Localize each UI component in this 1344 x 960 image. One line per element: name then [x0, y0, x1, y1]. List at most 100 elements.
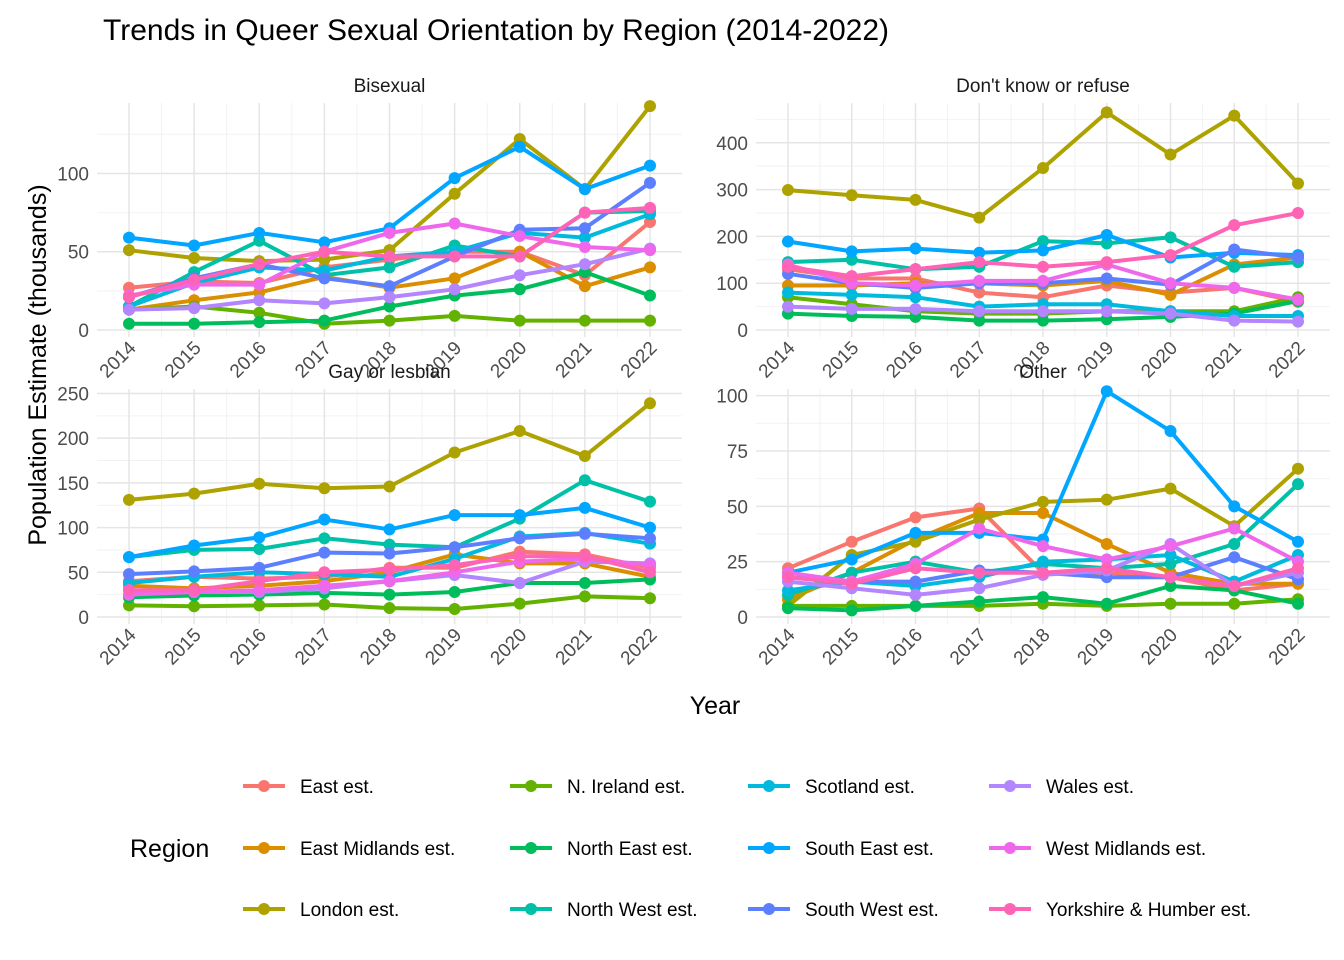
data-point — [644, 159, 656, 172]
legend-entry-east-est: East est. — [243, 777, 374, 798]
data-point — [123, 303, 135, 316]
series-south-east-est — [123, 501, 656, 564]
data-point — [782, 260, 794, 273]
data-point — [909, 291, 922, 304]
data-point — [1100, 562, 1113, 575]
series-yorkshire-humber-est — [123, 201, 656, 304]
data-point — [1100, 256, 1113, 269]
data-point — [383, 291, 396, 304]
y-tick-label: 300 — [716, 181, 748, 202]
data-point — [578, 280, 591, 293]
data-point — [513, 230, 526, 243]
data-point — [782, 184, 794, 197]
data-point — [1228, 580, 1241, 593]
data-point — [909, 526, 922, 539]
x-axis-title: Year — [690, 692, 741, 720]
data-point — [123, 493, 135, 506]
data-point — [782, 235, 794, 248]
x-tick-label: 2020 — [487, 338, 532, 383]
data-point — [578, 314, 591, 327]
data-point — [909, 575, 922, 588]
data-point — [123, 317, 135, 330]
data-point — [318, 566, 331, 579]
data-point — [1100, 228, 1113, 241]
legend-label: London est. — [300, 900, 399, 921]
data-point — [782, 602, 794, 615]
data-point — [383, 226, 396, 239]
data-point — [1292, 462, 1304, 475]
data-point — [383, 588, 396, 601]
series-london-est — [782, 106, 1304, 224]
data-point — [909, 302, 922, 315]
facet-label: Gay or lesbian — [328, 362, 451, 383]
data-point — [1164, 557, 1177, 570]
data-point — [1292, 315, 1304, 328]
data-point — [383, 547, 396, 560]
data-point — [318, 598, 331, 611]
data-point — [973, 274, 986, 287]
data-point — [1292, 478, 1304, 491]
data-point — [1037, 540, 1049, 553]
data-point — [1164, 580, 1177, 593]
y-tick-label: 0 — [78, 608, 89, 629]
legend-entry-north-west-est: North West est. — [510, 900, 698, 921]
y-axis-title: Population Estimate (thousands) — [24, 184, 52, 545]
data-point — [1292, 177, 1304, 190]
legend-label: North West est. — [567, 900, 698, 921]
data-point — [383, 300, 396, 313]
series-wales-est — [123, 242, 656, 316]
data-point — [909, 263, 922, 276]
data-point — [318, 272, 331, 285]
legend-key-point — [525, 903, 537, 915]
data-point — [578, 258, 591, 271]
data-point — [1037, 244, 1049, 257]
x-tick-label: 2014 — [96, 337, 141, 382]
y-tick-label: 150 — [57, 474, 89, 495]
data-point — [1100, 385, 1113, 398]
data-point — [188, 565, 201, 578]
data-point — [578, 206, 591, 219]
data-point — [123, 244, 135, 257]
legend-entry-london-est: London est. — [243, 900, 399, 921]
data-point — [1037, 506, 1049, 519]
data-point — [448, 509, 461, 522]
data-point — [123, 291, 135, 304]
y-tick-label: 75 — [727, 442, 748, 463]
x-tick-label: 2017 — [946, 625, 991, 670]
series-yorkshire-humber-est — [782, 562, 1304, 593]
data-point — [1037, 235, 1049, 248]
x-tick-label: 2019 — [1074, 338, 1119, 383]
data-point — [782, 584, 794, 597]
data-point — [123, 551, 135, 564]
data-point — [909, 535, 922, 548]
series-north-west-est — [782, 231, 1304, 276]
series-yorkshire-humber-est — [123, 550, 656, 597]
x-tick-label: 2014 — [755, 337, 800, 382]
data-point — [253, 258, 266, 271]
data-point — [383, 602, 396, 615]
x-tick-label: 2020 — [1137, 338, 1182, 383]
data-point — [909, 588, 922, 601]
data-point — [644, 592, 656, 605]
data-point — [513, 509, 526, 522]
legend-key-point — [258, 903, 270, 915]
y-tick-label: 100 — [716, 387, 748, 408]
data-point — [578, 527, 591, 540]
data-point — [1164, 425, 1177, 438]
series-london-est — [123, 397, 656, 506]
x-tick-label: 2021 — [1201, 625, 1246, 670]
data-point — [782, 571, 794, 584]
data-point — [845, 288, 858, 301]
legend-entry-yorkshire-humber-est: Yorkshire & Humber est. — [989, 900, 1251, 921]
data-point — [644, 532, 656, 545]
data-point — [1100, 597, 1113, 610]
x-tick-label: 2020 — [1137, 625, 1182, 670]
data-point — [383, 250, 396, 263]
legend-key-point — [258, 780, 270, 792]
y-tick-label: 50 — [68, 563, 89, 584]
data-point — [318, 297, 331, 310]
data-point — [973, 314, 986, 327]
legend-entry-wales-est: Wales est. — [989, 777, 1134, 798]
x-tick-label: 2018 — [356, 625, 401, 670]
legend-label: Wales est. — [1046, 777, 1134, 798]
